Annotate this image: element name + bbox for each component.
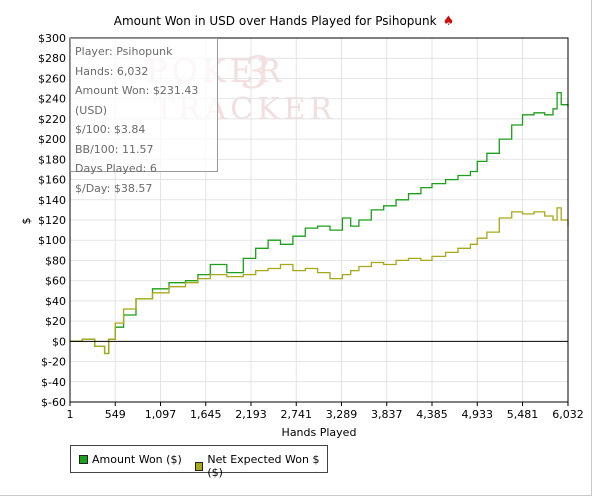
y-tick-label: $20 bbox=[45, 315, 66, 328]
stat-amount-won: Amount Won: $231.43 (USD) bbox=[75, 84, 199, 117]
x-tick-label: 6,032 bbox=[552, 408, 584, 421]
legend-swatch-net-expected bbox=[195, 461, 204, 471]
y-tick-label: $100 bbox=[38, 234, 66, 247]
chart-title: Amount Won in USD over Hands Played for … bbox=[0, 14, 568, 29]
y-tick-label: $-40 bbox=[41, 376, 66, 389]
legend-label-net-expected: Net Expected Won $ ($) bbox=[207, 453, 320, 479]
stat-hands: Hands: 6,032 bbox=[75, 64, 149, 78]
y-tick-label: $140 bbox=[38, 194, 66, 207]
stat-per-100: $/100: $3.84 bbox=[75, 123, 146, 136]
legend-swatch-amount-won bbox=[79, 455, 88, 464]
y-tick-label: $220 bbox=[38, 113, 66, 126]
y-tick-label: $60 bbox=[45, 275, 66, 288]
spade-icon: ♠ bbox=[442, 14, 455, 29]
y-tick-label: $240 bbox=[38, 93, 66, 106]
x-tick-label: 1 bbox=[67, 408, 74, 421]
x-tick-label: 1,097 bbox=[145, 408, 177, 421]
x-tick-label: 3,289 bbox=[326, 408, 358, 421]
stat-per-day: $/Day: $38.57 bbox=[75, 181, 153, 195]
legend-item-amount-won[interactable]: Amount Won ($) bbox=[79, 453, 182, 466]
x-tick-label: 1,645 bbox=[190, 408, 222, 421]
stat-bb-per-100: BB/100: 11.57 bbox=[75, 142, 154, 156]
y-tick-label: $200 bbox=[38, 133, 66, 146]
chart-title-text: Amount Won in USD over Hands Played for … bbox=[113, 14, 437, 28]
x-tick-label: 3,837 bbox=[371, 408, 403, 421]
stat-player: Player: Psihopunk bbox=[75, 45, 173, 58]
x-tick-label: 549 bbox=[105, 408, 126, 421]
stat-days-played: Days Played: 6 bbox=[75, 162, 157, 175]
player-stats-box: Player: Psihopunk Hands: 6,032 Amount Wo… bbox=[70, 38, 218, 195]
plot-border bbox=[69, 37, 569, 403]
y-tick-label: $0 bbox=[52, 335, 66, 348]
y-tick-label: $300 bbox=[38, 32, 66, 45]
x-tick-label: 2,193 bbox=[235, 408, 267, 421]
x-tick-label: 5,481 bbox=[507, 408, 539, 421]
y-tick-label: $180 bbox=[38, 153, 66, 166]
legend-item-net-expected[interactable]: Net Expected Won $ ($) bbox=[195, 453, 327, 479]
y-tick-label: $-60 bbox=[41, 396, 66, 409]
axis-layer: $300 $280 $260 $240 $220 $200 $180 $160 $140 $120… bbox=[38, 32, 584, 421]
y-tick-label: $120 bbox=[38, 214, 66, 227]
x-tick-label: 4,933 bbox=[462, 408, 494, 421]
y-tick-label: $260 bbox=[38, 72, 66, 85]
x-axis-title: Hands Played bbox=[282, 426, 357, 439]
legend-label-amount-won: Amount Won ($) bbox=[92, 453, 182, 466]
y-tick-label: $-20 bbox=[41, 356, 66, 369]
y-axis-title: $ bbox=[20, 218, 33, 225]
x-tick-label: 2,741 bbox=[281, 408, 313, 421]
y-tick-label: $160 bbox=[38, 174, 66, 187]
y-tick-label: $40 bbox=[45, 295, 66, 308]
series-line-net-expected bbox=[70, 207, 569, 355]
series-layer bbox=[70, 91, 569, 355]
chart-legend: Amount Won ($) Net Expected Won $ ($) bbox=[70, 445, 328, 479]
y-tick-label: $280 bbox=[38, 52, 66, 65]
x-tick-label: 4,385 bbox=[416, 408, 448, 421]
y-tick-label: $80 bbox=[45, 254, 66, 267]
